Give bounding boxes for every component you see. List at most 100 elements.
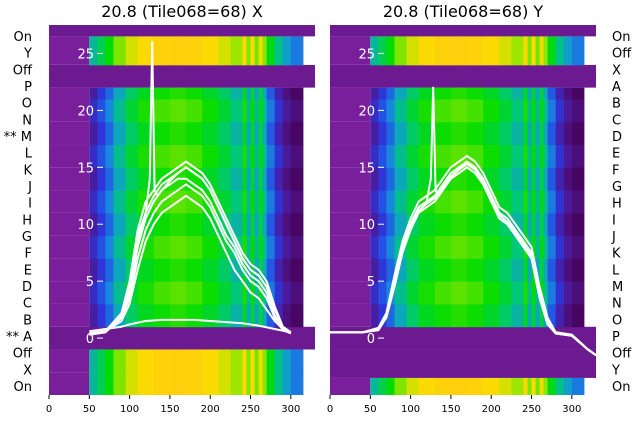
heatmap-cell [105,144,114,168]
heatmap-cell [230,372,243,395]
heatmap-cell [113,36,127,66]
row-label: L [612,263,620,278]
heatmap-cell [418,303,436,328]
heatmap-cell [125,212,139,237]
row-label: I [612,213,616,228]
heatmap-cell [254,99,260,123]
heatmap-cell [230,144,243,168]
heatmap-cell [450,212,468,237]
heatmap-cell [499,36,512,66]
heatmap-cell [169,258,187,282]
heatmap-cell [418,281,436,305]
heatmap-cell [218,349,231,373]
heatmap-cell [137,349,155,373]
heatmap-cell [89,212,98,237]
row-label: E [24,263,32,278]
heatmap-cell [531,167,537,191]
heatmap-cell [450,235,468,259]
heatmap-cell [547,121,557,146]
heatmap-cell [230,303,243,328]
heatmap-cell [125,87,139,100]
heatmap-cell [563,167,573,191]
heatmap-cell [218,87,231,100]
heatmap-cell [527,281,533,305]
heatmap-cell [535,212,541,237]
heatmap-cell [394,99,408,123]
series-line-6 [89,41,292,335]
heatmap-margin [302,372,315,395]
heatmap-cell [483,99,500,123]
heatmap-cell [527,235,533,259]
heatmap-margin [330,121,371,145]
heatmap-cell [290,121,304,146]
heatmap-cell [97,36,106,66]
heatmap-cell [218,99,231,123]
row-label: O [22,97,32,112]
heatmap-cell [547,235,557,259]
heatmap-cell [539,258,545,282]
heatmap-cell [262,87,268,100]
heatmap-cell [523,303,528,328]
heatmap-cell [499,190,512,214]
heatmap-cell [137,121,155,146]
heatmap-margin [302,349,315,373]
row-label: N [612,297,622,312]
heatmap-cell [539,303,545,328]
heatmap-cell [511,36,524,66]
heatmap-cell [97,87,106,100]
heatmap-cell [394,87,408,100]
heatmap-cell [202,87,219,100]
heatmap-cell [89,235,98,259]
row-label: I [28,197,32,212]
x-tick-label: 250 [522,404,541,415]
heatmap-cell [230,36,243,66]
left-x-ticks: 0 50 100 150 200 250 300 [46,395,300,415]
heatmap-cell [543,212,549,237]
heatmap-cell [527,99,533,123]
heatmap-cell [555,144,565,168]
left-series-lines [89,41,292,336]
heatmap-cell [218,281,231,305]
heatmap-cell [450,281,468,305]
heatmap-cell [274,258,284,282]
row-label: G [612,180,622,195]
heatmap-cell [169,121,187,146]
heatmap-cell [89,281,98,305]
heatmap-margin [49,372,90,395]
heatmap-cell [282,121,292,146]
heatmap-cell [571,235,585,259]
heatmap-cell [230,212,243,237]
heatmap-cell [242,281,247,305]
heatmap-cell [254,121,260,146]
heatmap-cell [386,258,395,282]
heatmap-cell [571,36,585,66]
heatmap-cell [282,36,292,66]
row-label: O [612,313,622,328]
heatmap-cell [125,167,139,191]
heatmap-cell [105,349,114,373]
heatmap-cell [282,281,292,305]
heatmap-cell [531,99,537,123]
heatmap-cell [202,372,219,395]
heatmap-cell [290,167,304,191]
heatmap-cell [378,377,387,395]
heatmap-cell [418,167,436,191]
heatmap-cell [527,121,533,146]
row-label: N [22,113,32,128]
heatmap-cell [386,303,395,328]
heatmap-cell [246,99,252,123]
heatmap-cell [262,212,268,237]
heatmap-cell [539,377,545,395]
heatmap-cell [483,212,500,237]
heatmap-cell [169,87,187,100]
heatmap-cell [483,121,500,146]
heatmap-cell [105,87,114,100]
heatmap-cell [274,144,284,168]
row-label: H [22,213,32,228]
heatmap-cell [386,190,395,214]
heatmap-cell [97,235,106,259]
heatmap-off-band [49,25,315,37]
y-tick-label: 20 [77,104,94,119]
heatmap-cell [282,235,292,259]
heatmap-cell [113,99,127,123]
